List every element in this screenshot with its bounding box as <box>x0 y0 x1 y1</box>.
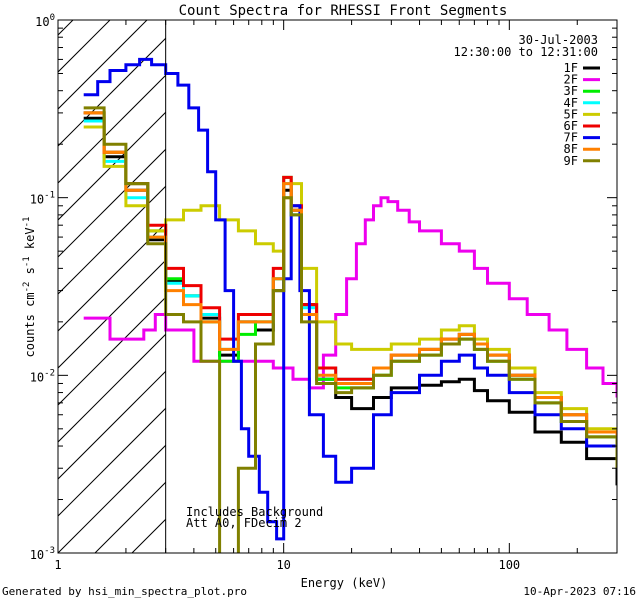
x-axis-label: Energy (keV) <box>301 576 388 590</box>
legend-label: 1F <box>564 61 578 75</box>
series-2f-line <box>83 196 617 398</box>
y-tick-label: 10-2 <box>30 368 55 384</box>
legend-label: 3F <box>564 84 578 98</box>
legend-label: 4F <box>564 96 578 110</box>
hatch-line <box>58 370 166 480</box>
x-tick-label: 1 <box>54 558 61 572</box>
x-tick-label: 10 <box>276 558 290 572</box>
legend-label: 5F <box>564 107 578 121</box>
y-tick-exponent: -2 <box>44 368 55 378</box>
y-axis-label: counts cm-2 s-1 keV-1 <box>22 217 37 358</box>
legend-label: 8F <box>564 142 578 156</box>
attenuator-note: Att A0, FDecim 2 <box>186 516 302 530</box>
y-tick-exponent: 0 <box>50 13 55 23</box>
y-tick-base: 10 <box>30 548 44 562</box>
hatch-line <box>58 259 166 369</box>
legend-label: 2F <box>564 73 578 87</box>
x-tick-label: 100 <box>498 558 520 572</box>
hatch-line <box>58 222 166 332</box>
y-tick-label: 10-1 <box>30 191 55 207</box>
hatch-line <box>58 185 166 295</box>
y-tick-exponent: -1 <box>44 191 55 201</box>
y-tick-base: 10 <box>35 15 49 29</box>
legend-label: 7F <box>564 131 578 145</box>
hatch-line <box>58 407 166 517</box>
chart-title: Count Spectra for RHESSI Front Segments <box>179 3 508 19</box>
legend-label: 9F <box>564 154 578 168</box>
series-5f-line <box>83 125 617 461</box>
render-timestamp: 10-Apr-2023 07:16 <box>523 585 636 598</box>
y-tick-exponent: -3 <box>44 546 55 556</box>
legend-label: 6F <box>564 119 578 133</box>
series-9f-line <box>83 106 617 553</box>
date-annotation: 30-Jul-2003 <box>519 33 598 47</box>
y-tick-base: 10 <box>30 370 44 384</box>
series-7f-line <box>83 57 617 541</box>
plot-frame <box>57 19 618 554</box>
generator-credit: Generated by hsi_min_spectra_plot.pro <box>2 585 247 598</box>
y-tick-label: 10-3 <box>30 546 55 562</box>
hatch-line <box>58 444 166 553</box>
hatch-line <box>58 74 166 184</box>
axis-ticks <box>57 20 618 554</box>
y-tick-label: 100 <box>35 13 55 29</box>
time-range-annotation: 12:30:00 to 12:31:00 <box>454 45 599 59</box>
background-note: Includes Background <box>186 505 323 519</box>
y-tick-base: 10 <box>30 193 44 207</box>
